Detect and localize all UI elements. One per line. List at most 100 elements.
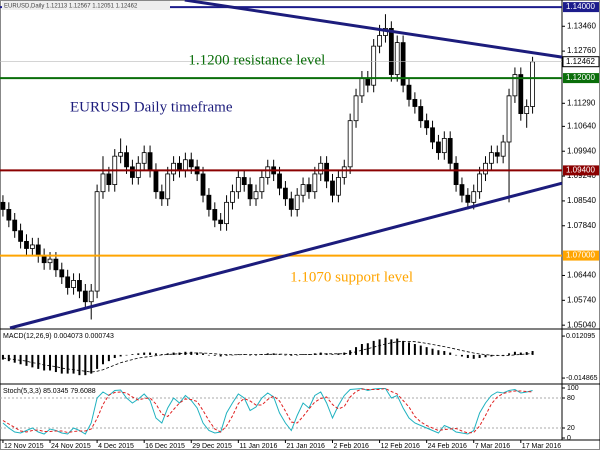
- candle-body: [100, 173, 106, 193]
- x-tick-label: 16 Dec 2015: [145, 443, 185, 450]
- macd-bar: [355, 347, 358, 355]
- level-label: 1.07000: [566, 251, 595, 260]
- annotation: 1.1200 resistance level: [188, 52, 325, 68]
- candle-body: [441, 138, 447, 154]
- macd-bar: [378, 339, 381, 355]
- candle-body: [130, 166, 135, 178]
- candle-body: [359, 77, 365, 97]
- candle-body: [406, 84, 412, 100]
- level-label-box: [563, 165, 599, 176]
- macd-bar: [272, 353, 275, 355]
- macd-bar: [425, 347, 428, 355]
- x-tick-label: 17 Mar 2016: [522, 443, 561, 450]
- candle-body: [324, 162, 330, 182]
- macd-bar: [490, 354, 493, 357]
- candle-body: [341, 166, 347, 178]
- candle-body: [182, 159, 188, 171]
- macd-bar: [7, 354, 10, 362]
- macd-bar: [366, 343, 369, 355]
- macd-bar: [449, 352, 452, 355]
- candle-body: [388, 27, 394, 75]
- macd-bar: [472, 354, 475, 359]
- annotation: EURUSD Daily timeframe: [70, 100, 233, 116]
- candle-body: [294, 194, 300, 210]
- candle-body: [518, 74, 524, 114]
- candle-body: [465, 194, 471, 203]
- macd-bar: [149, 352, 152, 355]
- candle-body: [59, 269, 65, 278]
- y-tick-label: 1.08540: [567, 196, 596, 205]
- macd-bar: [13, 354, 16, 363]
- candle-body: [206, 194, 212, 210]
- stoch-line: [2, 387, 533, 434]
- macd-bar: [119, 354, 122, 357]
- macd-bar: [372, 340, 375, 355]
- macd-bar: [37, 354, 40, 369]
- macd-bar: [390, 339, 393, 355]
- candle-body: [335, 177, 341, 196]
- candle-body: [430, 127, 435, 143]
- macd-bar: [307, 354, 310, 355]
- y-tick-label: 1.13460: [567, 21, 596, 30]
- candle-body: [300, 184, 306, 196]
- macd-bar: [460, 354, 463, 357]
- trendline: [9, 181, 563, 330]
- macd-bar: [137, 353, 140, 355]
- candle-body: [171, 162, 177, 175]
- macd-bar: [396, 338, 399, 355]
- macd-bar: [225, 354, 228, 356]
- x-tick-label: 12 Nov 2015: [4, 443, 44, 450]
- candle-body: [230, 191, 235, 203]
- candle-body: [106, 173, 112, 185]
- macd-bar: [443, 351, 446, 355]
- macd-bar: [213, 354, 216, 356]
- macd-bar: [113, 354, 116, 359]
- candle-body: [24, 240, 29, 249]
- panel-title: Stoch(5,3,3) 85.0345 79.6088: [3, 388, 96, 395]
- macd-bar: [131, 354, 134, 355]
- y-tick-label: 0: [567, 435, 571, 442]
- macd-bar: [60, 354, 63, 374]
- macd-bar: [107, 354, 110, 362]
- macd-bar: [154, 353, 157, 355]
- candle-body: [447, 138, 453, 164]
- candle-body: [377, 35, 382, 47]
- macd-bar: [331, 354, 334, 355]
- candle-body: [18, 230, 23, 242]
- macd-bar: [90, 354, 93, 374]
- level-label-box: [563, 2, 599, 13]
- candle-body: [394, 42, 400, 75]
- title-box: [2, 1, 170, 10]
- candle-body: [412, 98, 418, 107]
- macd-bar: [101, 354, 104, 365]
- macd-bar: [431, 348, 434, 355]
- candle-body: [6, 209, 12, 221]
- macd-bar: [1, 354, 4, 360]
- y-tick-label: 1.11290: [567, 98, 596, 107]
- y-tick-label: 1.07840: [567, 221, 596, 230]
- candle-body: [212, 209, 218, 221]
- x-tick-label: 24 Feb 2016: [428, 443, 467, 450]
- trendline: [184, 0, 563, 59]
- candle-body: [471, 191, 477, 203]
- candle-body: [530, 61, 535, 107]
- chart-title: EURUSD,Daily 1.12113 1.12567 1.12051 1.1…: [4, 4, 138, 10]
- candle-body: [159, 191, 165, 200]
- macd-bar: [290, 354, 293, 356]
- candle-body: [277, 173, 282, 189]
- candle-body: [483, 162, 488, 175]
- candle-body: [141, 152, 147, 164]
- macd-signal: [2, 340, 533, 373]
- candle-body: [224, 201, 229, 225]
- candle-body: [400, 42, 406, 86]
- candle-body: [306, 184, 312, 193]
- candle-body: [436, 141, 441, 154]
- candle-body: [365, 77, 371, 86]
- level-label-box: [563, 73, 599, 84]
- candle-body: [418, 106, 424, 122]
- candle-body: [124, 152, 129, 168]
- candle-body: [330, 180, 335, 196]
- level-label: 1.09400: [566, 165, 595, 174]
- macd-bar: [413, 344, 416, 355]
